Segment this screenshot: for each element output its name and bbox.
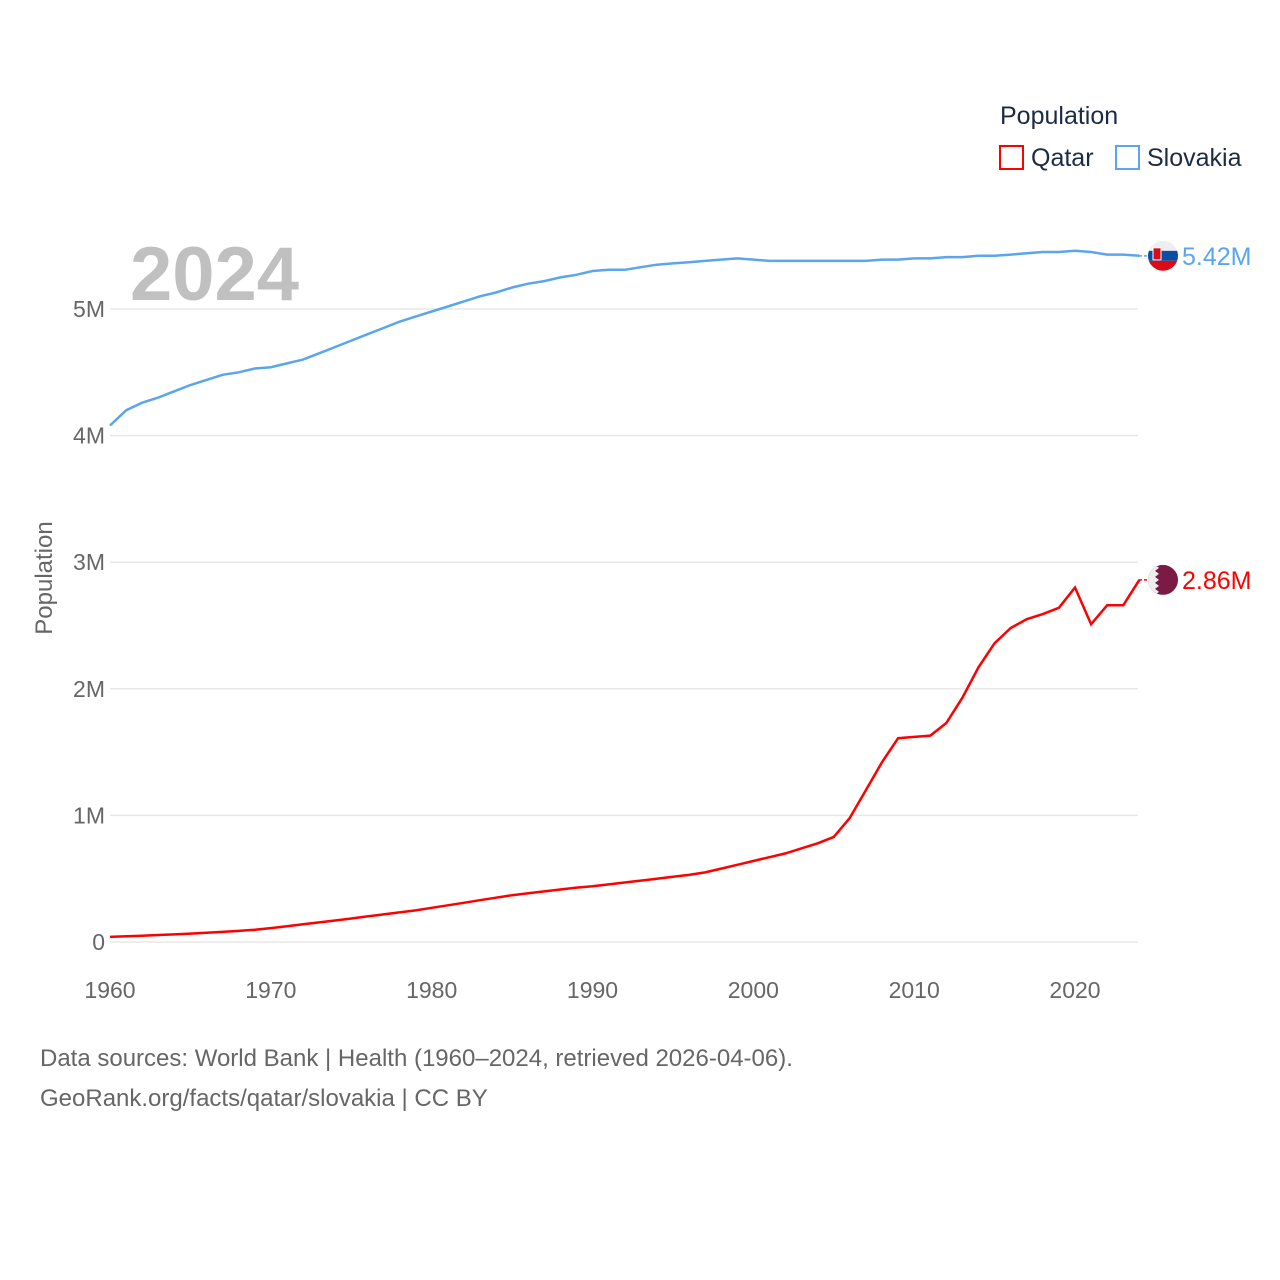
data-source-text: Data sources: World Bank | Health (1960–… <box>40 1045 793 1072</box>
y-tick-label: 3M <box>73 549 105 575</box>
x-tick-label: 2000 <box>728 977 779 1003</box>
slovakia-line <box>109 249 1140 427</box>
y-tick-label: 0 <box>92 929 105 955</box>
x-tick-label: 1980 <box>406 977 457 1003</box>
qatar-flag-icon <box>1148 564 1178 595</box>
x-tick-label: 1990 <box>567 977 618 1003</box>
y-tick-label: 5M <box>73 296 105 322</box>
x-tick-label: 1960 <box>84 977 135 1003</box>
slovakia-end-label: 5.42M <box>1182 243 1251 271</box>
qatar-end-label: 2.86M <box>1182 567 1251 595</box>
x-tick-label: 2010 <box>889 977 940 1003</box>
legend: Population Qatar Slovakia <box>999 102 1242 172</box>
y-tick-label: 2M <box>73 676 105 702</box>
legend-label-slovakia[interactable]: Slovakia <box>1147 144 1242 172</box>
y-tick-label: 4M <box>73 423 105 449</box>
legend-title: Population <box>1000 102 1118 130</box>
slovakia-flag-icon <box>1148 240 1178 271</box>
legend-swatch-qatar[interactable] <box>999 145 1024 170</box>
x-tick-label: 1970 <box>245 977 296 1003</box>
year-watermark: 2024 <box>130 232 299 317</box>
qatar-line <box>109 579 1141 939</box>
x-tick-label: 2020 <box>1049 977 1100 1003</box>
y-tick-label: 1M <box>73 802 105 828</box>
y-axis-label: Population <box>31 521 58 634</box>
legend-label-qatar[interactable]: Qatar <box>1031 144 1094 172</box>
legend-swatch-slovakia[interactable] <box>1115 145 1140 170</box>
attribution-link[interactable]: GeoRank.org/facts/qatar/slovakia | CC BY <box>40 1085 488 1112</box>
